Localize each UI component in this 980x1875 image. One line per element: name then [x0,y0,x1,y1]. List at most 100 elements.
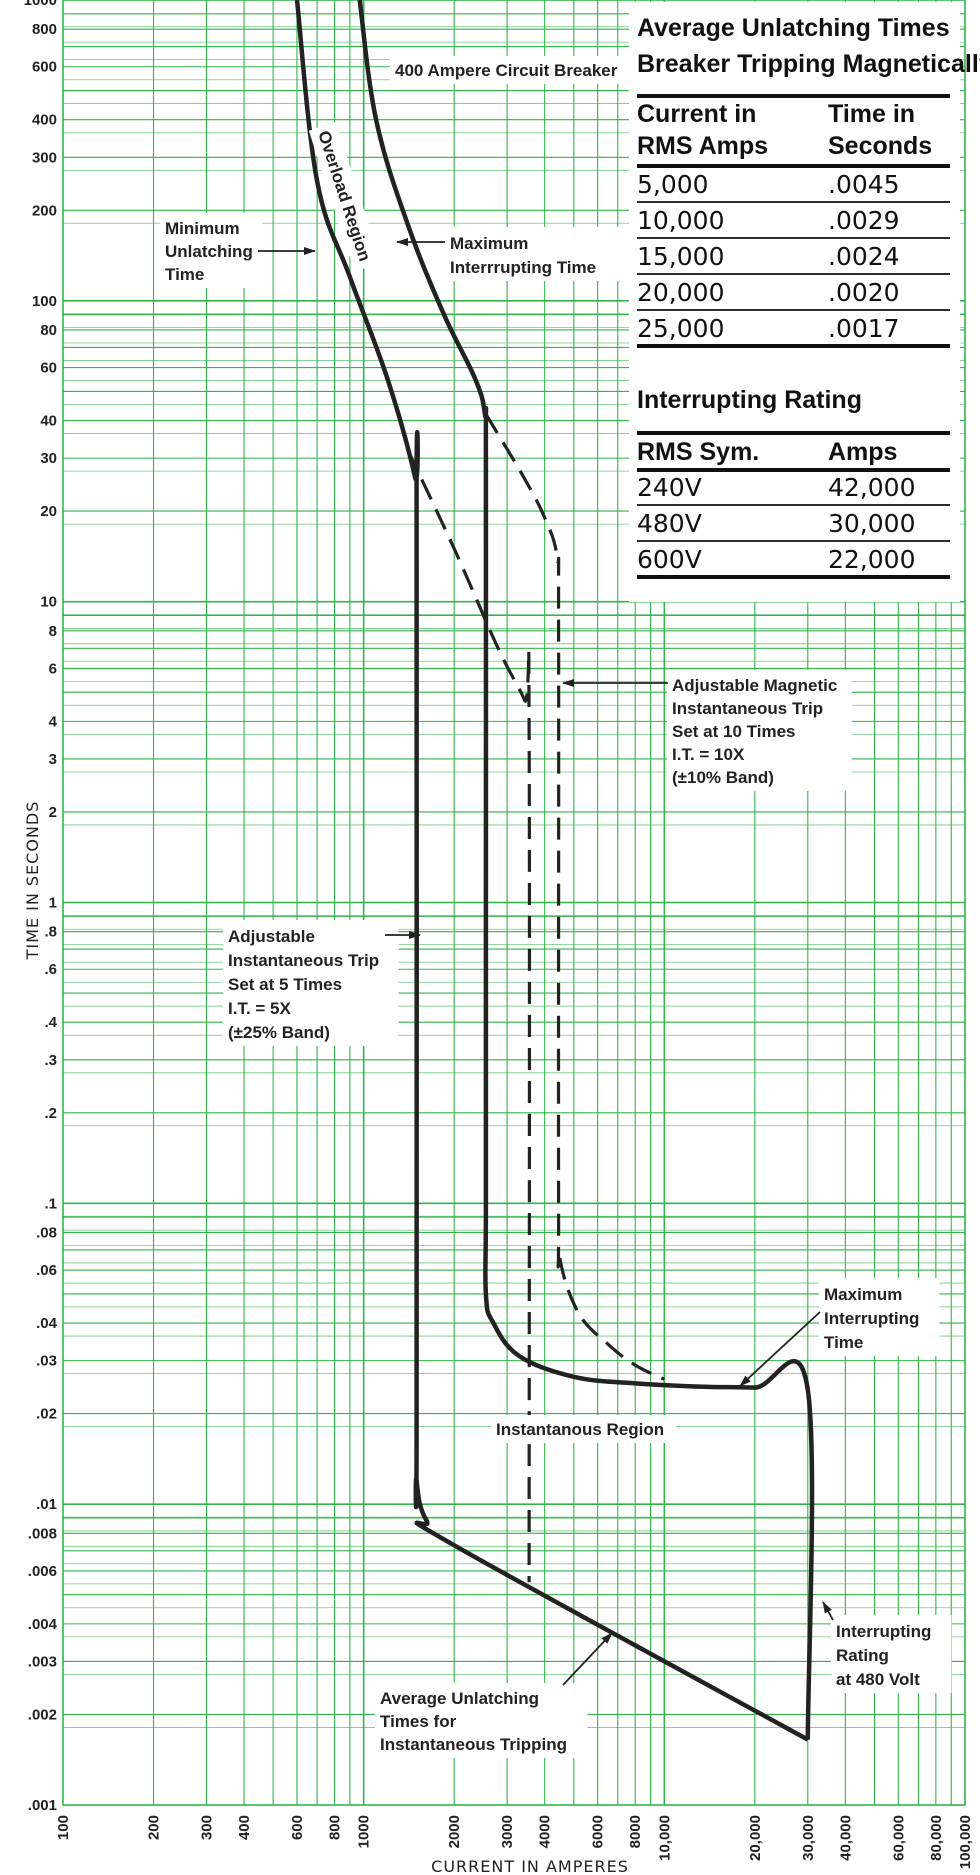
table-cell: 480V [637,509,702,538]
table-header: RMS Sym. [637,438,759,466]
curve-dashed-3 [406,449,532,1583]
y-tick-label: .08 [36,1224,57,1241]
annotation-backing [667,670,852,791]
curve-solid-2 [357,0,815,1740]
annotation-text: Overload Region [314,128,374,263]
annotation-backing [160,213,262,288]
table-header: Current in [637,100,756,128]
y-axis-label: TIME IN SECONDS [23,801,42,961]
table-cell: 10,000 [637,206,724,235]
annotation-arrow [822,1601,834,1621]
curve-dashed-4 [484,413,665,1381]
y-tick-label: 60 [40,360,57,377]
annotation-line: Instantaneous Tripping [380,1735,567,1754]
annotation-7: Maximum Interrupting Time [739,1278,940,1387]
annotation-line: I.T. = 5X [228,999,291,1018]
y-tick-label: 10 [40,594,57,611]
x-tick-label: 6000 [590,1815,607,1848]
table-cell: 22,000 [828,545,915,574]
annotation-line: Instantaneous Trip [228,951,379,970]
annotation-line: Set at 5 Times [228,975,342,994]
annotation-line: Time [165,265,204,284]
trip-curves [294,0,815,1742]
y-tick-label: .3 [44,1052,57,1069]
annotation-line: Instantaneous Trip [672,699,823,718]
annotation-line: Time [824,1333,863,1352]
annotation-line: Interrrupting Time [450,258,596,277]
annotation-text: Minimum Unlatching Time [165,219,253,284]
y-tick-label: .1 [44,1195,57,1212]
table-header: Time in [828,100,915,128]
table-cell: 600V [637,545,702,574]
annotation-line: (±25% Band) [228,1023,330,1042]
table-cell: 5,000 [637,170,709,199]
y-tick-label: 80 [40,322,57,339]
annotation-backing [831,1615,952,1693]
annotation-backing [308,122,382,272]
y-tick-label: .001 [28,1797,57,1814]
table-title: Interrupting Rating [637,386,862,414]
y-tick-label: 40 [40,413,57,430]
annotation-backing [819,1278,940,1356]
annotation-line: Adjustable Magnetic [672,676,837,695]
table-cell: 30,000 [828,509,915,538]
curve-solid-1 [294,0,809,1742]
x-tick-label: 80,000 [928,1815,945,1861]
annotation-8: Instantanous Region [491,1415,676,1443]
unlatching-times-table: Average Unlatching Times Breaker Tripping… [637,14,980,348]
x-tick-label: 200 [146,1815,163,1840]
y-tick-label: 1 [49,895,57,912]
annotation-text: Instantanous Region [496,1420,664,1439]
tables: Average Unlatching Times Breaker Tripping… [629,2,980,602]
table-title: Breaker Tripping Magnetically [637,50,980,78]
annotation-10: Average Unlatching Times for Instantaneous… [375,1632,613,1758]
x-tick-label: 2000 [446,1815,463,1848]
y-tick-label: 800 [32,21,57,38]
annotation-3: Minimum Unlatching Time [160,213,316,288]
table-header: Seconds [828,132,932,160]
annotation-line: I.T. = 10X [672,745,745,764]
annotation-line: Rating [836,1646,889,1665]
x-tick-label: 20,000 [747,1815,764,1861]
annotation-text: Maximum Interrupting Time [824,1285,919,1352]
table-cell: .0020 [828,278,900,307]
x-tick-label: 100,000 [957,1815,974,1869]
annotation-backing [445,227,621,281]
tick-labels: 1000 800 600 400 300 200 100 80 60 40 30 20 10 8 6 4 3 2 1… [24,0,974,1869]
y-tick-label: 4 [49,713,58,730]
y-tick-label: 8 [49,623,57,640]
x-tick-label: 400 [236,1815,253,1840]
annotation-5: Adjustable Magnetic Instantaneous Trip Set… [562,670,852,791]
y-tick-label: 3 [49,751,57,768]
annotation-line: Maximum [450,234,528,253]
annotation-text: Maximum Interrrupting Time [450,234,596,277]
y-tick-label: 200 [32,202,57,219]
annotation-line: Interrupting [836,1622,931,1641]
x-tick-label: 40,000 [837,1815,854,1861]
x-tick-label: 300 [198,1815,215,1840]
y-tick-label: .01 [36,1496,57,1513]
annotation-6: Adjustable Instantaneous Trip Set at 5 Tim… [223,920,421,1046]
y-tick-label: 6 [49,660,57,677]
annotation-1: 400 Ampere Circuit Breaker [390,56,640,84]
x-tick-label: 800 [327,1815,344,1840]
annotation-line: (±10% Band) [672,768,774,787]
y-tick-label: .008 [28,1525,57,1542]
annotation-line: Minimum [165,219,240,238]
y-tick-label: .006 [28,1563,57,1580]
interrupting-rating-table: Interrupting Rating RMS Sym. Amps 240V 42,00… [637,386,950,579]
y-tick-label: .003 [28,1653,57,1670]
annotation-line: Overload Region [314,128,374,263]
y-tick-label: 300 [32,149,57,166]
x-tick-label: 10,000 [656,1815,673,1861]
x-tick-label: 600 [289,1815,306,1840]
annotation-line: Times for [380,1712,457,1731]
table-cell: 240V [637,473,702,502]
annotation-arrow [739,1311,821,1387]
annotation-line: Set at 10 Times [672,722,795,741]
annotations: 400 Ampere Circuit Breaker Overload Regio… [160,56,952,1758]
tables-backing [629,2,960,602]
table-cell: .0045 [828,170,900,199]
annotation-backing [491,1415,676,1443]
y-tick-label: 30 [40,450,57,467]
